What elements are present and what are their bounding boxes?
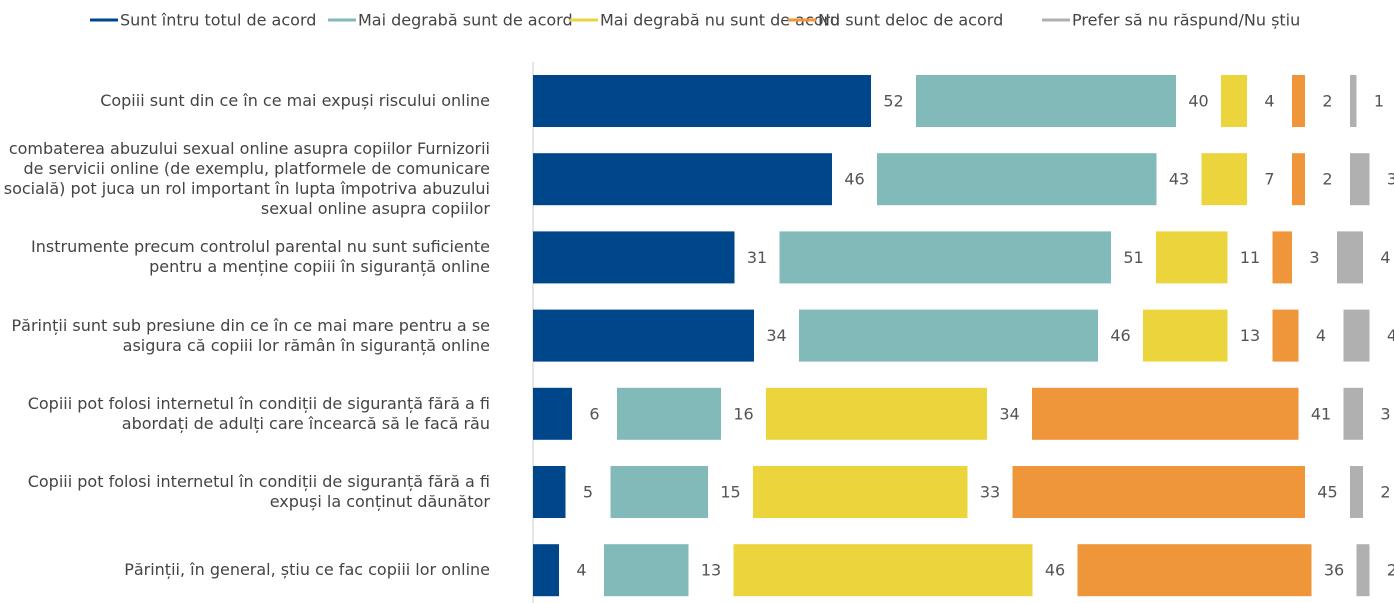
data-label: 52 [883, 92, 903, 111]
bar-segment [799, 309, 1098, 362]
category-label: Copiii sunt din ce în ce mai expuși risc… [100, 91, 490, 110]
data-label: 51 [1123, 248, 1143, 267]
bar-segment [533, 75, 871, 127]
category-label: combaterea abuzului sexual online asupra… [3, 139, 490, 219]
bar-segment [1350, 466, 1363, 518]
data-label: 6 [589, 404, 599, 423]
bar-segment [1201, 153, 1247, 206]
data-label: 2 [1322, 92, 1332, 111]
bar-segment [766, 387, 987, 440]
bar-segment [610, 466, 708, 518]
data-label: 13 [1240, 326, 1260, 345]
data-label: 33 [980, 483, 1000, 502]
bar-segment [877, 153, 1157, 206]
data-label: 3 [1380, 404, 1390, 423]
bar-segment [753, 466, 968, 518]
bar-segment [1337, 231, 1363, 284]
data-label: 16 [733, 404, 753, 423]
data-label: 4 [1380, 248, 1390, 267]
bar-segment [1343, 309, 1370, 362]
data-label: 31 [747, 248, 767, 267]
data-label: 13 [701, 561, 721, 580]
data-label: 11 [1240, 248, 1260, 267]
bar-segment [1032, 387, 1299, 440]
data-label: 4 [576, 561, 586, 580]
category-label: Părinții, în general, știu ce fac copiii… [124, 560, 490, 580]
data-label: 36 [1324, 561, 1344, 580]
legend-label: Mai degrabă sunt de acord [358, 11, 573, 30]
data-label: 46 [1045, 561, 1065, 580]
legend-label: Sunt întru totul de acord [120, 11, 316, 30]
data-label: 2 [1322, 170, 1332, 189]
data-label: 4 [1264, 92, 1274, 111]
bar-segment [1272, 231, 1292, 284]
bar-segment [916, 75, 1176, 127]
legend-label: Prefer să nu răspund/Nu știu [1072, 11, 1300, 30]
bar-segment [1292, 153, 1305, 206]
bar-segment [733, 544, 1033, 597]
data-label: 34 [999, 404, 1019, 423]
bar-segment [1350, 153, 1370, 206]
category-label: Copiii pot folosi internetul în condiții… [27, 393, 490, 433]
bar-segment [1343, 387, 1363, 440]
data-label: 4 [1387, 326, 1394, 345]
data-label: 34 [766, 326, 786, 345]
bar-segment [1292, 75, 1305, 127]
legend-label: Mai degrabă nu sunt de acord [600, 11, 840, 30]
data-label: 4 [1316, 326, 1326, 345]
bar-segment [533, 544, 559, 597]
category-label: Instrumente precum controlul parental nu… [31, 237, 490, 277]
bar-segment [533, 309, 754, 362]
bar-segment [1350, 75, 1357, 127]
data-label: 15 [720, 483, 740, 502]
data-label: 45 [1317, 483, 1337, 502]
bar-segment [617, 387, 721, 440]
bar-segment [533, 153, 832, 206]
bar-segment [533, 387, 572, 440]
data-label: 41 [1311, 404, 1331, 423]
bar-segment [1156, 231, 1228, 284]
bar-segment [1356, 544, 1370, 597]
data-label: 46 [844, 170, 864, 189]
bar-segment [1077, 544, 1312, 597]
data-label: 5 [583, 483, 593, 502]
category-label: Copiii pot folosi internetul în condiții… [27, 472, 490, 511]
data-label: 3 [1309, 248, 1319, 267]
data-label: 2 [1387, 561, 1394, 580]
bar-segment [604, 544, 689, 597]
bar-segment [779, 231, 1111, 284]
bar-segment [1272, 309, 1299, 362]
bar-segment [1143, 309, 1228, 362]
bar-segment [533, 466, 566, 518]
bar-segment [1012, 466, 1305, 518]
data-label: 3 [1387, 170, 1394, 189]
data-label: 7 [1264, 170, 1274, 189]
bar-segment [1221, 75, 1247, 127]
data-label: 2 [1380, 483, 1390, 502]
data-label: 40 [1188, 92, 1208, 111]
bar-segment [533, 231, 735, 284]
data-label: 43 [1169, 170, 1189, 189]
category-label: Părinții sunt sub presiune din ce în ce … [11, 315, 491, 355]
legend-label: Nu sunt deloc de acord [818, 11, 1003, 30]
data-label: 46 [1110, 326, 1130, 345]
data-label: 1 [1374, 92, 1384, 111]
